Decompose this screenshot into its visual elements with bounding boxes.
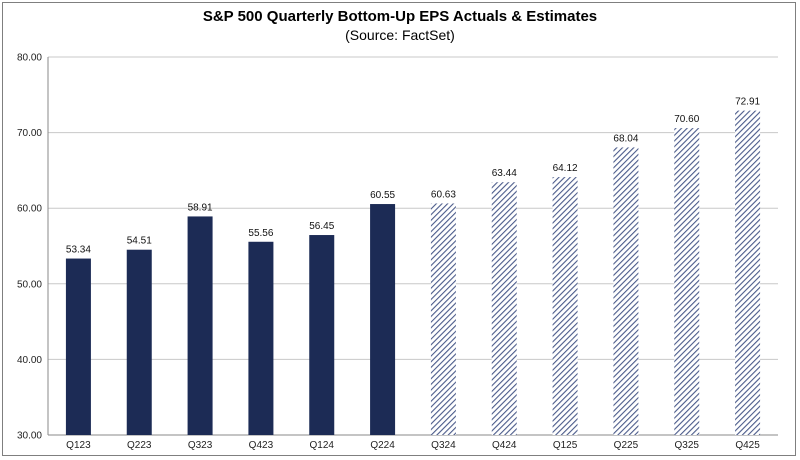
chart-title: S&P 500 Quarterly Bottom-Up EPS Actuals … xyxy=(202,8,598,25)
data-label: 60.63 xyxy=(431,189,456,200)
chart-subtitle: (Source: FactSet) xyxy=(345,27,455,43)
estimate-bar xyxy=(674,128,700,435)
actual-bar xyxy=(248,241,274,435)
estimate-bar xyxy=(430,203,456,435)
estimate-bar xyxy=(613,147,639,435)
y-tick-label: 30.00 xyxy=(17,431,42,442)
x-tick-label: Q224 xyxy=(370,440,395,451)
x-tick-label: Q425 xyxy=(735,440,760,451)
data-label: 70.60 xyxy=(674,114,699,125)
actual-bar xyxy=(126,249,152,435)
y-tick-label: 70.00 xyxy=(17,128,42,139)
actual-bar xyxy=(187,216,213,435)
data-label: 56.45 xyxy=(309,221,334,232)
x-tick-label: Q423 xyxy=(249,440,274,451)
actual-bar xyxy=(309,235,335,435)
estimate-bar xyxy=(735,110,761,435)
estimate-bar xyxy=(552,177,578,435)
data-label: 53.34 xyxy=(66,245,91,256)
x-tick-label: Q424 xyxy=(492,440,517,451)
data-label: 54.51 xyxy=(127,236,152,247)
x-tick-label: Q124 xyxy=(310,440,335,451)
x-tick-label: Q223 xyxy=(127,440,152,451)
y-tick-label: 40.00 xyxy=(17,355,42,366)
y-tick-label: 60.00 xyxy=(17,204,42,215)
x-tick-label: Q125 xyxy=(553,440,578,451)
actual-bar xyxy=(65,258,91,435)
x-tick-label: Q325 xyxy=(675,440,700,451)
x-tick-label: Q323 xyxy=(188,440,213,451)
data-label: 55.56 xyxy=(248,228,273,239)
estimate-bar xyxy=(491,182,517,435)
data-label: 58.91 xyxy=(188,202,213,213)
x-tick-label: Q324 xyxy=(431,440,456,451)
data-label: 60.55 xyxy=(370,190,395,201)
data-label: 63.44 xyxy=(492,168,517,179)
y-tick-label: 80.00 xyxy=(17,53,42,64)
y-tick-label: 50.00 xyxy=(17,279,42,290)
data-label: 64.12 xyxy=(553,163,578,174)
data-label: 72.91 xyxy=(735,97,760,108)
actual-bar xyxy=(370,204,396,435)
x-tick-label: Q225 xyxy=(614,440,639,451)
data-label: 68.04 xyxy=(613,133,638,144)
x-tick-label: Q123 xyxy=(66,440,91,451)
